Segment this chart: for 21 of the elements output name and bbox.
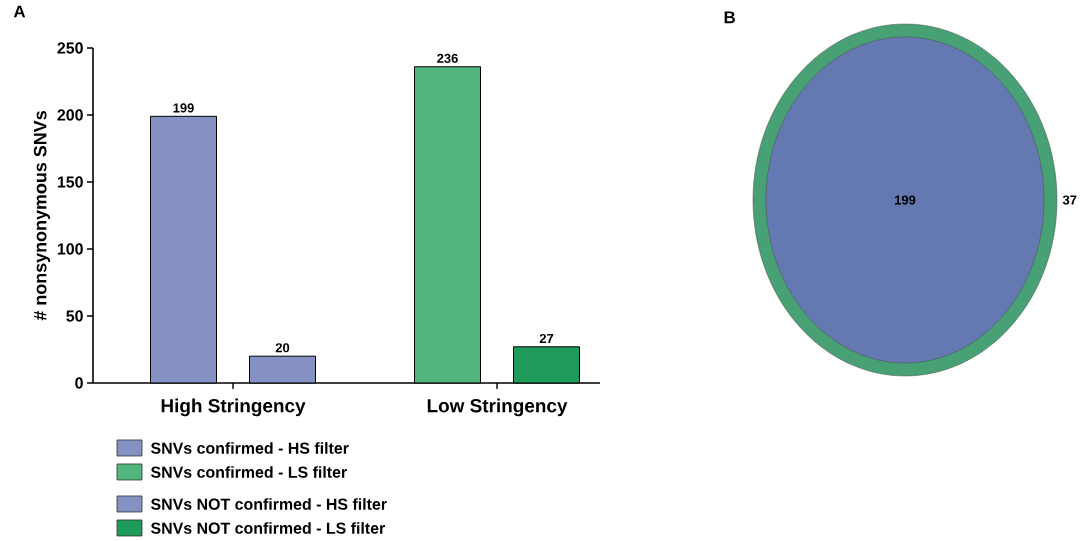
data-label: 27 [539, 333, 554, 343]
legend-label: SNVs NOT confirmed - HS filter [150, 498, 387, 510]
y-tick-label: 0 [75, 377, 83, 389]
y-tick-label: 150 [57, 176, 83, 188]
y-tick-label: 250 [57, 42, 83, 54]
data-label: 199 [895, 195, 916, 205]
y-tick-label: 50 [66, 310, 83, 322]
data-label: 20 [275, 343, 290, 353]
legend-label: SNVs NOT confirmed - LS filter [150, 522, 385, 534]
text: B [724, 11, 735, 24]
x-tick-label: High Stringency [161, 398, 306, 417]
legend-label: SNVs confirmed - LS filter [150, 466, 347, 478]
data-label: 37 [1062, 195, 1077, 205]
y-axis-title: # nonsynonymous SNVs [33, 111, 51, 321]
y-tick-label: 200 [57, 109, 83, 121]
y-tick-label: 100 [57, 243, 83, 255]
x-tick-label: Low Stringency [427, 398, 568, 417]
legend-label: SNVs confirmed - HS filter [150, 442, 349, 454]
chart-title: A [13, 5, 26, 18]
data-label: 236 [437, 53, 458, 63]
data-label: 199 [173, 103, 194, 113]
